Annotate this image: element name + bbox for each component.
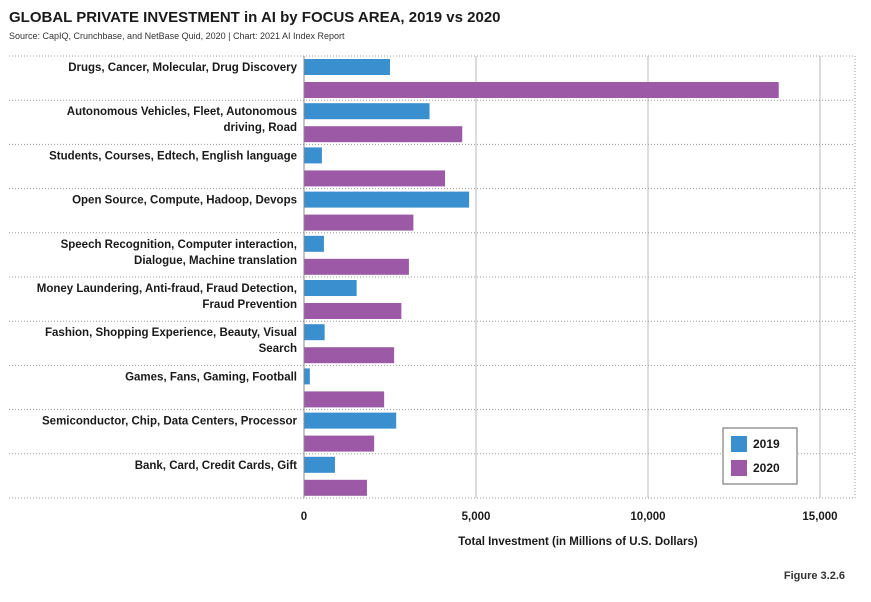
bar-2019-3	[304, 147, 322, 164]
category-label: Fashion, Shopping Experience, Beauty, Vi…	[45, 327, 297, 339]
bar-2020-8	[304, 391, 385, 408]
x-tick-label: 5,000	[462, 511, 491, 523]
bar-2020-9	[304, 435, 375, 452]
category-label: Speech Recognition, Computer interaction…	[61, 239, 297, 251]
legend-swatch-2020	[731, 460, 747, 476]
bar-2020-2	[304, 126, 463, 143]
figure-number: Figure 3.2.6	[783, 570, 845, 582]
category-label: Fraud Prevention	[202, 299, 297, 311]
category-label: Money Laundering, Anti-fraud, Fraud Dete…	[37, 283, 297, 295]
legend-swatch-2019	[731, 436, 747, 452]
bar-2019-10	[304, 456, 335, 473]
bar-2019-2	[304, 103, 430, 120]
bar-2020-1	[304, 82, 779, 98]
bar-2019-1	[304, 59, 390, 75]
x-tick-label: 10,000	[630, 511, 665, 523]
category-label: Games, Fans, Gaming, Football	[125, 371, 297, 383]
bar-2019-5	[304, 235, 324, 252]
chart-title: GLOBAL PRIVATE INVESTMENT in AI by FOCUS…	[9, 9, 501, 26]
bar-2020-7	[304, 347, 395, 364]
bar-2020-10	[304, 479, 367, 496]
bar-2020-6	[304, 303, 402, 319]
category-label: Search	[259, 343, 297, 355]
bar-2019-8	[304, 368, 310, 385]
x-axis-title: Total Investment (in Millions of U.S. Do…	[458, 536, 698, 548]
bar-2020-3	[304, 170, 446, 187]
bar-2020-4	[304, 214, 414, 231]
bar-2019-6	[304, 280, 357, 296]
category-label: Dialogue, Machine translation	[134, 255, 297, 267]
x-tick-label: 15,000	[802, 511, 837, 523]
bar-2020-5	[304, 258, 409, 275]
category-label: Semiconductor, Chip, Data Centers, Proce…	[42, 416, 298, 428]
category-label: driving, Road	[224, 122, 297, 134]
legend-label: 2019	[753, 437, 780, 451]
category-label: Drugs, Cancer, Molecular, Drug Discovery	[68, 62, 297, 74]
legend-label: 2020	[753, 461, 780, 475]
bar-2019-9	[304, 412, 397, 429]
chart-source: Source: CapIQ, Crunchbase, and NetBase Q…	[9, 31, 345, 41]
category-label: Students, Courses, Edtech, English langu…	[49, 150, 297, 162]
category-label: Autonomous Vehicles, Fleet, Autonomous	[67, 106, 297, 118]
bar-2019-4	[304, 191, 470, 208]
x-tick-label: 0	[301, 511, 307, 523]
category-label: Bank, Card, Credit Cards, Gift	[135, 460, 297, 472]
bar-2019-7	[304, 324, 325, 341]
category-label: Open Source, Compute, Hadoop, Devops	[72, 195, 297, 207]
